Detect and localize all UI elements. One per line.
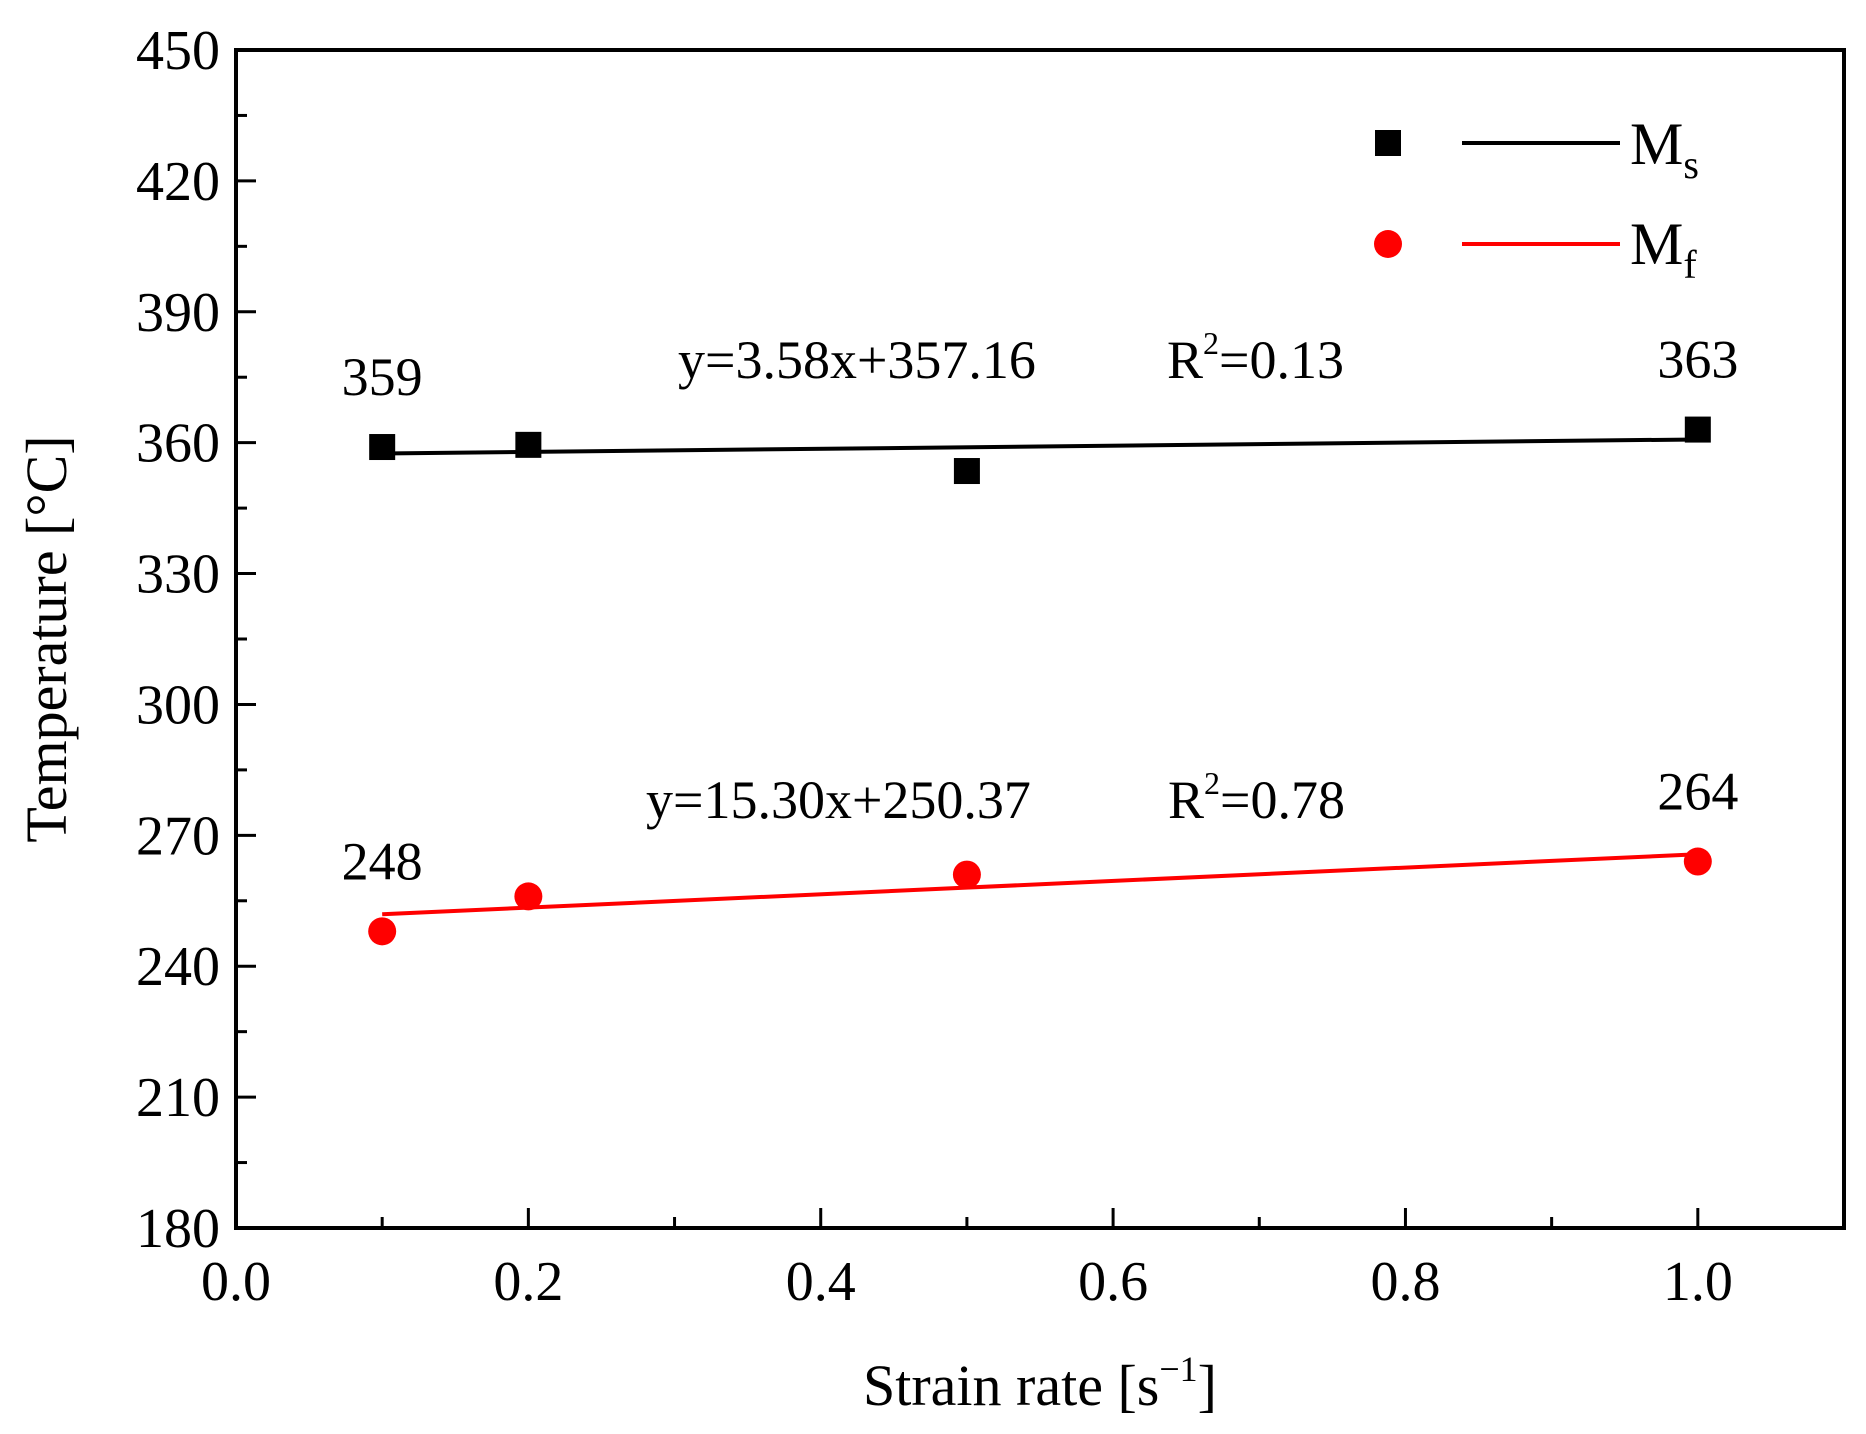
x-axis: 0.0 0.2 0.4 0.6 0.8 1.0	[201, 1208, 1846, 1313]
data-label-mf: 264	[1657, 762, 1738, 822]
x-axis-title-end: ]	[1198, 1353, 1217, 1418]
y-tick-label: 270	[136, 805, 220, 867]
annotations: 359 363 248 264	[342, 330, 1739, 892]
fit-line-mf	[382, 852, 1698, 917]
x-axis-title-sup: −1	[1159, 1349, 1197, 1389]
x-tick-label: 0.2	[493, 1251, 563, 1313]
data-point-ms	[953, 458, 980, 485]
fit-line-ms	[382, 437, 1698, 456]
data-point-mf	[952, 860, 981, 889]
data-point-mf	[1683, 847, 1712, 876]
y-axis-title: Temperature [°C]	[14, 435, 79, 842]
data-point-ms	[369, 434, 396, 461]
legend-label-ms: Ms	[1630, 111, 1699, 187]
data-label-ms: 359	[342, 347, 423, 407]
equation-mf: y=15.30x+250.37	[646, 770, 1031, 830]
y-tick-label: 450	[136, 20, 220, 82]
y-tick-label: 390	[136, 282, 220, 344]
data-point-ms	[515, 431, 542, 458]
plot-frame	[234, 48, 1846, 1230]
equation-ms: y=3.58x+357.16	[678, 330, 1036, 390]
legend-marker-mf	[1374, 230, 1402, 258]
y-tick-label: 300	[136, 674, 220, 736]
r2-mf: R2=0.78	[1168, 765, 1345, 830]
data-point-mf	[368, 917, 397, 946]
data-label-ms: 363	[1657, 330, 1738, 390]
x-axis-title: Strain rate [s−1]	[863, 1349, 1217, 1418]
x-axis-title-main: Strain rate [s	[863, 1353, 1159, 1418]
x-tick-label: 0.8	[1370, 1251, 1440, 1313]
data-label-mf: 248	[342, 831, 423, 891]
y-tick-label: 330	[136, 544, 220, 606]
y-axis: 180 210 240 270 300 330 360 390 420 450	[136, 20, 256, 1260]
legend: Ms Mf	[1374, 111, 1699, 287]
y-tick-label: 210	[136, 1067, 220, 1129]
x-tick-label: 1.0	[1663, 1251, 1733, 1313]
data-markers	[368, 416, 1712, 946]
x-tick-label: 0.4	[786, 1251, 856, 1313]
r2-ms: R2=0.13	[1167, 325, 1344, 390]
data-point-mf	[514, 882, 543, 911]
legend-marker-ms	[1375, 130, 1401, 156]
y-tick-label: 240	[136, 936, 220, 998]
x-tick-label: 0.0	[201, 1251, 271, 1313]
fit-lines	[382, 437, 1698, 917]
y-tick-label: 360	[136, 413, 220, 475]
legend-label-mf: Mf	[1630, 211, 1697, 287]
x-tick-label: 0.6	[1078, 1251, 1148, 1313]
data-point-ms	[1684, 416, 1711, 443]
y-tick-label: 180	[136, 1198, 220, 1260]
y-tick-label: 420	[136, 151, 220, 213]
